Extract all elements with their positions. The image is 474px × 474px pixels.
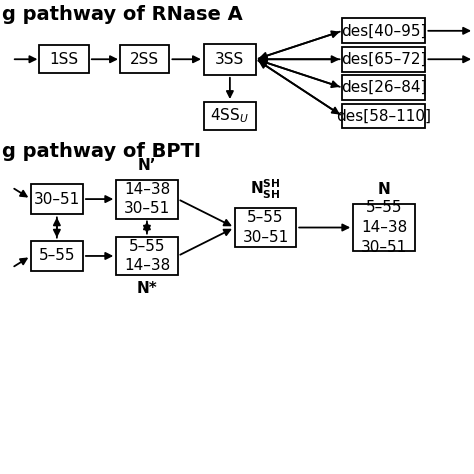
FancyBboxPatch shape [116,180,178,219]
FancyBboxPatch shape [204,44,256,74]
Text: N*: N* [137,281,157,296]
FancyBboxPatch shape [116,237,178,275]
FancyBboxPatch shape [31,241,83,271]
Text: des[58–110]: des[58–110] [337,109,431,124]
FancyBboxPatch shape [31,183,83,215]
Text: 4SS$_U$: 4SS$_U$ [210,107,249,126]
Text: 30–51: 30–51 [34,191,80,207]
FancyBboxPatch shape [235,208,296,247]
FancyBboxPatch shape [39,45,89,73]
Text: des[65–72]: des[65–72] [341,52,427,67]
Text: N’: N’ [137,158,156,173]
Text: 5–55
14–38: 5–55 14–38 [124,238,170,273]
Text: g pathway of BPTI: g pathway of BPTI [2,142,201,161]
Text: des[26–84]: des[26–84] [341,80,427,95]
FancyBboxPatch shape [342,47,426,72]
Text: N: N [378,182,390,197]
Text: 2SS: 2SS [130,52,159,67]
FancyBboxPatch shape [119,45,170,73]
Text: des[40–95]: des[40–95] [341,23,427,38]
Text: g pathway of RNase A: g pathway of RNase A [2,5,243,24]
Text: 5–55
14–38
30–51: 5–55 14–38 30–51 [361,200,407,255]
Text: 14–38
30–51: 14–38 30–51 [124,182,170,217]
FancyBboxPatch shape [204,102,256,130]
Text: $\mathbf{N_{SH}^{SH}}$: $\mathbf{N_{SH}^{SH}}$ [250,178,281,201]
FancyBboxPatch shape [342,75,426,100]
FancyBboxPatch shape [342,104,426,128]
Text: 5–55
30–51: 5–55 30–51 [242,210,289,245]
Text: 3SS: 3SS [215,52,245,67]
FancyBboxPatch shape [342,18,426,43]
Text: 5–55: 5–55 [38,248,75,264]
Text: 1SS: 1SS [49,52,79,67]
FancyBboxPatch shape [353,204,415,251]
